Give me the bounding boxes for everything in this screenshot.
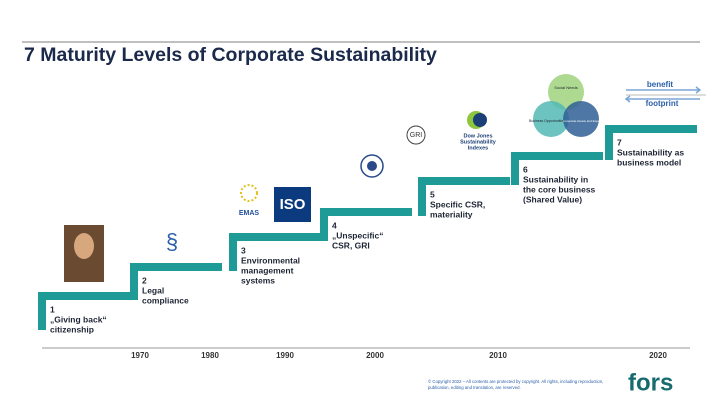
venn-label: Business Opportunities bbox=[529, 119, 565, 123]
copyright: publication, editing and translation, ar… bbox=[428, 385, 521, 390]
level-label: systems bbox=[241, 275, 275, 285]
step-top bbox=[320, 208, 412, 216]
step-riser bbox=[229, 233, 237, 271]
benefit-arrow bbox=[626, 86, 702, 94]
level-number: 3 bbox=[241, 245, 246, 255]
logo: fors bbox=[628, 369, 673, 396]
year-label: 1990 bbox=[276, 351, 294, 360]
dow-jones-label: Dow Jones bbox=[463, 133, 492, 139]
level-label: business model bbox=[617, 157, 681, 167]
gri-logo bbox=[406, 125, 426, 145]
step-riser bbox=[605, 125, 613, 160]
benefit-label: benefit bbox=[647, 80, 674, 89]
step-riser bbox=[418, 177, 426, 216]
year-label: 1980 bbox=[201, 351, 219, 360]
level-label: citizenship bbox=[50, 324, 94, 334]
year-label: 2010 bbox=[489, 351, 507, 360]
step-top bbox=[511, 152, 603, 160]
emas-stars bbox=[240, 184, 258, 202]
un-globe bbox=[367, 161, 377, 171]
iso-logo bbox=[274, 187, 311, 222]
level-label: Sustainability in bbox=[523, 174, 588, 184]
portrait-face bbox=[74, 233, 94, 259]
level-number: 2 bbox=[142, 275, 147, 285]
dow-jones-label: Sustainability bbox=[460, 139, 497, 145]
level-label: Sustainability as bbox=[617, 147, 684, 157]
step-top bbox=[605, 125, 697, 133]
step-top bbox=[229, 233, 321, 241]
level-label: Legal bbox=[142, 285, 164, 295]
step-top bbox=[38, 292, 130, 300]
level-label: Specific CSR, bbox=[430, 199, 485, 209]
level-number: 1 bbox=[50, 304, 55, 314]
venn-business bbox=[533, 101, 569, 137]
gri-label: GRI bbox=[410, 132, 423, 139]
iso-label: ISO bbox=[280, 196, 306, 213]
step-top bbox=[130, 263, 222, 271]
venn-label: Social Needs bbox=[554, 85, 578, 90]
level-label: Environmental bbox=[241, 255, 300, 265]
level-label: materiality bbox=[430, 209, 473, 219]
step-riser bbox=[511, 152, 519, 185]
step-riser bbox=[320, 208, 328, 241]
copyright: © Copyright 2022 – All contents are prot… bbox=[428, 379, 603, 384]
dow-jones-logo-inner bbox=[473, 113, 487, 127]
year-label: 2000 bbox=[366, 351, 384, 360]
level-number: 4 bbox=[332, 220, 337, 230]
footprint-label: footprint bbox=[646, 99, 679, 108]
year-label: 1970 bbox=[131, 351, 149, 360]
step-riser bbox=[38, 292, 46, 330]
level-label: management bbox=[241, 265, 294, 275]
level-number: 5 bbox=[430, 189, 435, 199]
paragraph-icon: § bbox=[166, 229, 178, 254]
level-label: the core business bbox=[523, 184, 596, 194]
level-number: 7 bbox=[617, 137, 622, 147]
step-top bbox=[418, 177, 510, 185]
venn-assets bbox=[563, 101, 599, 137]
un-global-compact bbox=[360, 154, 384, 178]
level-label: „Giving back“ bbox=[50, 314, 107, 324]
emas-label: EMAS bbox=[239, 210, 260, 217]
level-label: compliance bbox=[142, 295, 189, 305]
venn-label: Corporate Assets and Expertise bbox=[563, 119, 606, 123]
step-riser bbox=[130, 263, 138, 300]
level-label: CSR, GRI bbox=[332, 240, 370, 250]
dow-jones-label: Indexes bbox=[468, 145, 488, 151]
title: 7 Maturity Levels of Corporate Sustainab… bbox=[24, 44, 437, 66]
footprint-arrow bbox=[624, 95, 700, 103]
level-number: 6 bbox=[523, 164, 528, 174]
venn-social bbox=[548, 74, 584, 110]
year-label: 2020 bbox=[649, 351, 667, 360]
level-label: „Unspecific“ bbox=[332, 230, 384, 240]
level-label: (Shared Value) bbox=[523, 194, 582, 204]
